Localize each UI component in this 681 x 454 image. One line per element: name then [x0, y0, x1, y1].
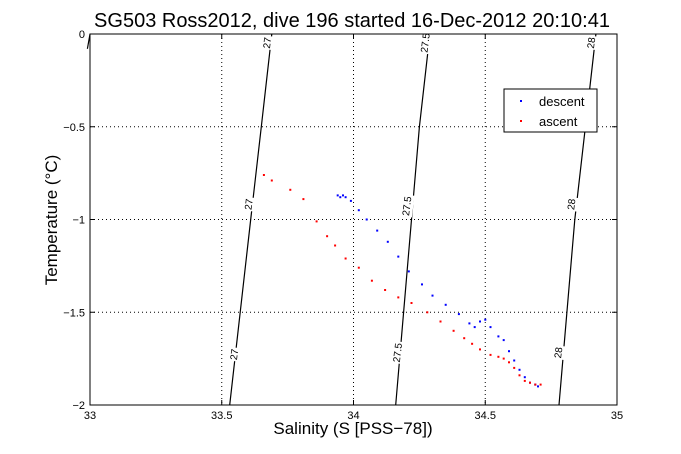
x-axis-label: Salinity (S [PSS−78]): [273, 419, 432, 438]
ascent-point: [502, 357, 505, 360]
descent-point: [339, 196, 342, 199]
ascent-point: [463, 337, 466, 340]
contour-label-background: [419, 31, 433, 55]
density-contour-label: 27.5: [419, 32, 432, 53]
ascent-point: [518, 374, 521, 377]
descent-point: [407, 270, 410, 273]
descent-point: [489, 326, 492, 329]
contour-label-background: [552, 345, 566, 360]
descent-point: [344, 196, 347, 199]
ascent-point: [452, 329, 455, 332]
ascent-point: [426, 311, 429, 314]
descent-point: [336, 194, 339, 197]
ascent-point: [471, 342, 474, 345]
descent-point: [342, 194, 344, 197]
contour-label-background: [566, 196, 579, 212]
ascent-point: [357, 266, 360, 269]
legend-label-descent: descent: [539, 94, 585, 109]
density-contour-label: 27: [243, 198, 255, 211]
ascent-point: [534, 383, 537, 386]
legend-label-ascent: ascent: [539, 114, 578, 129]
legend-marker-ascent: [520, 120, 522, 122]
density-contour-label: 27.5: [401, 195, 414, 216]
descent-point: [357, 209, 360, 212]
legend: descent ascent: [503, 88, 598, 133]
ascent-point: [302, 198, 305, 201]
descent-point: [502, 339, 505, 342]
ascent-point: [384, 289, 387, 291]
descent-point: [497, 335, 500, 338]
ascent-point: [508, 361, 510, 364]
contour-label-background: [261, 35, 275, 51]
density-contour-label: 27: [229, 348, 241, 361]
descent-point: [479, 320, 481, 323]
descent-point: [457, 313, 460, 316]
descent-point: [523, 376, 526, 379]
descent-point: [397, 255, 400, 258]
descent-point: [349, 199, 352, 202]
ascent-point: [439, 320, 442, 323]
contour-label-background: [585, 35, 599, 51]
descent-point: [513, 359, 516, 362]
descent-point: [468, 322, 471, 325]
contour-label-background: [243, 196, 256, 212]
density-contour-label: 28: [553, 346, 565, 359]
x-tick-label: 35: [611, 410, 623, 422]
ascent-point: [344, 257, 347, 260]
ascent-point: [529, 381, 531, 384]
x-axis-ticks: 33 33.5 34 34.5 35: [84, 34, 623, 422]
ascent-point: [326, 235, 329, 238]
descent-point: [508, 350, 510, 353]
contour-label-background: [228, 346, 242, 362]
descent-point: [365, 218, 368, 221]
descent-point: [421, 283, 423, 286]
y-tick-label: −0.5: [63, 122, 85, 134]
ascent-point: [539, 383, 542, 386]
density-contour-label: 27.5: [392, 342, 405, 363]
legend-box: [503, 88, 598, 133]
ascent-point: [489, 353, 492, 356]
x-tick-label: 33.5: [211, 410, 232, 422]
x-tick-label: 34.5: [475, 410, 496, 422]
contour-label-background: [400, 194, 415, 218]
ascent-point: [479, 348, 481, 351]
density-contour-label: 28: [566, 198, 578, 211]
y-tick-label: −1: [72, 215, 85, 227]
y-tick-label: −1.5: [63, 307, 85, 319]
ascent-point: [497, 355, 500, 358]
y-tick-label: −2: [72, 400, 85, 412]
density-contour-line: [229, 33, 273, 406]
descent-point: [444, 303, 447, 306]
ascent-point: [523, 379, 526, 382]
descent-point: [431, 294, 434, 297]
ascent-point: [410, 302, 413, 304]
chart-title: SG503 Ross2012, dive 196 started 16-Dec-…: [94, 10, 610, 32]
x-tick-label: 33: [84, 410, 96, 422]
descent-point: [518, 368, 521, 371]
density-contour-labels: 27 27 27 27.5 27.5 27.5 28 28 28: [228, 31, 599, 365]
density-contour-label: 28: [586, 36, 598, 49]
contour-label-background: [391, 341, 406, 365]
descent-point: [376, 229, 379, 232]
y-axis-ticks: −2 −1.5 −1 −0.5 0: [63, 29, 617, 412]
descent-point: [537, 385, 539, 388]
data-points: [262, 174, 542, 388]
legend-marker-descent: [520, 100, 522, 102]
y-axis-label: Temperature (°C): [42, 155, 61, 286]
ascent-point: [370, 279, 373, 282]
x-tick-label: 34: [347, 410, 359, 422]
ascent-point: [270, 179, 273, 182]
descent-point: [473, 326, 476, 329]
ascent-point: [397, 296, 400, 299]
y-tick-label: 0: [79, 29, 85, 41]
ascent-point: [262, 174, 265, 176]
descent-point: [386, 240, 389, 243]
ascent-point: [315, 220, 318, 223]
descent-point: [484, 318, 487, 321]
density-contour-label: 27: [262, 36, 274, 49]
ascent-point: [289, 188, 292, 191]
ascent-point: [334, 244, 337, 247]
ascent-point: [513, 366, 516, 369]
